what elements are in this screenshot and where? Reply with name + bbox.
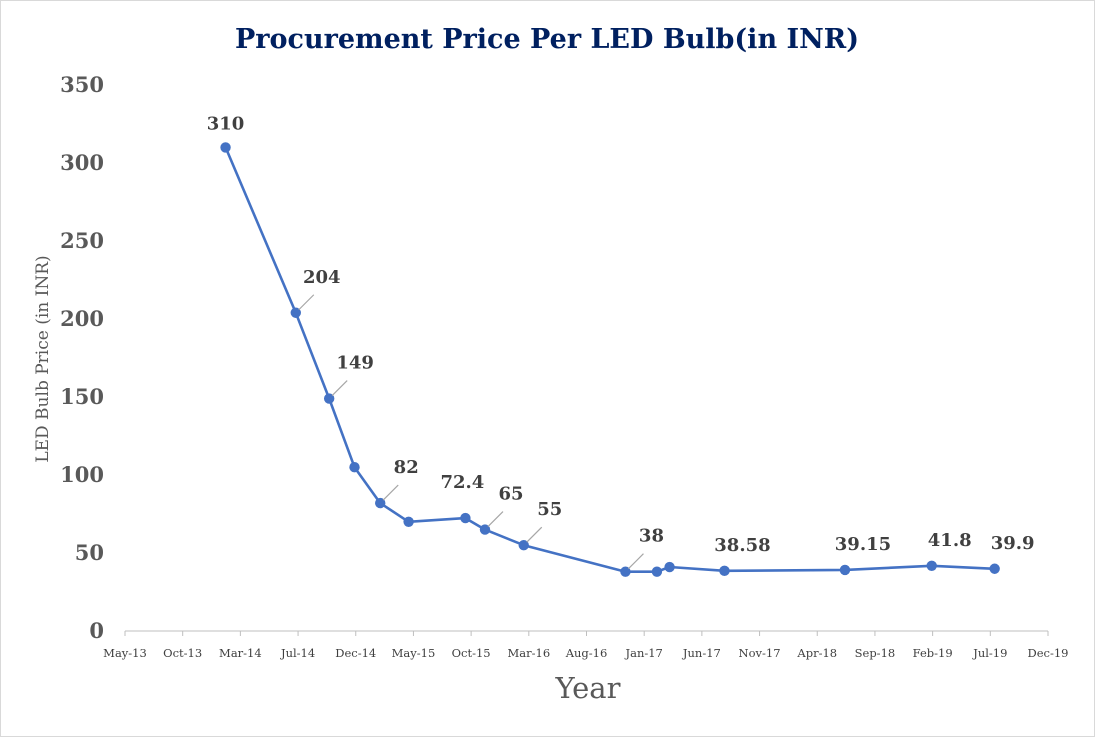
- y-tick-label: 0: [89, 618, 104, 643]
- x-tick-label: Jun-17: [682, 646, 721, 660]
- plot-area: 310 204 149 82 72.4 65 55 38 38.58 39.15 41.8 39.9: [207, 113, 1035, 577]
- data-point: [403, 516, 414, 527]
- data-label: 65: [498, 484, 523, 505]
- data-label: 38.58: [714, 535, 770, 556]
- data-point: [926, 560, 937, 571]
- data-point: [323, 393, 335, 404]
- x-tick-label: Jul-14: [280, 646, 315, 660]
- data-point: [989, 563, 1000, 574]
- chart-title: Procurement Price Per LED Bulb(in INR): [235, 24, 859, 55]
- y-axis-label: LED Bulb Price (in INR): [33, 255, 53, 462]
- data-point: [651, 566, 663, 577]
- y-tick-label: 50: [75, 540, 104, 565]
- data-label: 38: [639, 526, 664, 547]
- data-label: 149: [336, 353, 374, 374]
- data-label: 72.4: [440, 472, 484, 493]
- data-label: 204: [303, 267, 341, 288]
- data-point: [518, 540, 529, 551]
- data-label: 55: [537, 499, 562, 520]
- data-point: [349, 462, 360, 473]
- data-point: [839, 564, 851, 576]
- data-point: [375, 497, 386, 509]
- x-tick-label: Sep-18: [855, 646, 896, 660]
- x-tick-label: Feb-19: [913, 646, 953, 660]
- data-label: 41.8: [928, 530, 972, 551]
- x-tick-label: Nov-17: [739, 646, 781, 660]
- data-point: [460, 512, 471, 524]
- x-tick-label: Jan-17: [624, 646, 662, 660]
- data-point: [664, 561, 675, 573]
- y-tick-label: 200: [60, 306, 104, 331]
- x-tick-label: Dec-14: [335, 646, 376, 660]
- data-point: [719, 565, 730, 577]
- label-leader-line: [487, 511, 504, 528]
- data-label: 39.15: [835, 534, 891, 555]
- label-leader-line: [331, 380, 348, 396]
- x-tick-label: Mar-14: [219, 646, 262, 660]
- x-tick-label: Oct-15: [452, 646, 491, 660]
- x-tick-label: Dec-19: [1028, 646, 1069, 660]
- label-leader-line: [526, 526, 543, 543]
- x-tick-label: May-15: [392, 646, 436, 660]
- x-tick-label: Apr-18: [796, 646, 837, 660]
- series-line: [224, 146, 995, 574]
- y-tick-label: 350: [60, 72, 104, 97]
- x-tick-label: Jul-19: [972, 646, 1007, 660]
- y-tick-label: 100: [60, 462, 104, 487]
- data-point: [220, 142, 231, 153]
- x-ticks: May-13 Oct-13 Mar-14 Jul-14 Dec-14 May-15 Oct-…: [103, 631, 1069, 660]
- y-ticks: 0 50 100 150 200 250 300 350: [60, 72, 104, 643]
- label-leader-line: [628, 553, 644, 570]
- x-tick-label: Mar-16: [507, 646, 550, 660]
- data-label: 310: [207, 113, 245, 134]
- data-point: [479, 524, 491, 535]
- x-axis-label: Year: [555, 671, 621, 705]
- x-tick-label: Aug-16: [565, 646, 608, 660]
- label-leader-line: [382, 484, 399, 501]
- data-point: [290, 307, 301, 318]
- x-tick-label: May-13: [103, 646, 147, 660]
- label-leader-line: [298, 294, 315, 311]
- data-label: 82: [394, 457, 419, 478]
- data-label: 39.9: [991, 533, 1035, 554]
- y-tick-label: 300: [60, 150, 104, 175]
- y-tick-label: 150: [60, 384, 104, 409]
- x-tick-label: Oct-13: [163, 646, 202, 660]
- y-tick-label: 250: [60, 228, 104, 253]
- data-point: [620, 566, 631, 577]
